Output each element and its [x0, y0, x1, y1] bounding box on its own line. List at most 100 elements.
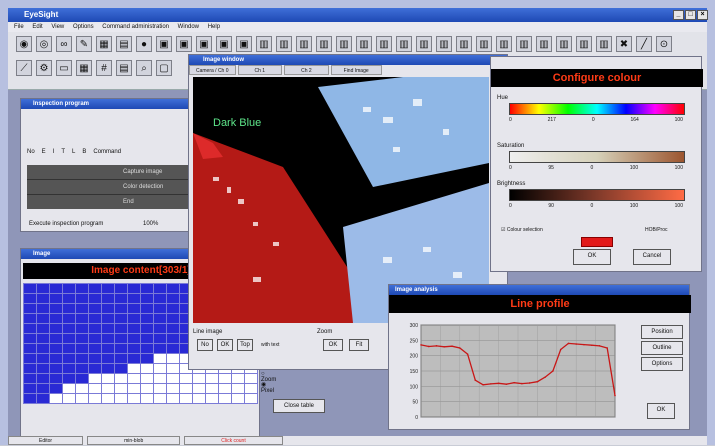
colour-selection-checkbox[interactable]: ☑ Colour selection — [501, 227, 543, 233]
camera-image[interactable]: Dark Blue — [193, 77, 489, 323]
table-row[interactable]: Color detection — [27, 180, 192, 195]
frame-icon[interactable]: ▭ — [56, 60, 72, 76]
camera-icon[interactable]: ◎ — [36, 36, 52, 52]
tool-icon[interactable]: ▥ — [356, 36, 372, 52]
tool-icon[interactable]: ▥ — [516, 36, 532, 52]
scan-icon[interactable]: ▣ — [236, 36, 252, 52]
tool-icon[interactable]: ▥ — [476, 36, 492, 52]
scan-icon[interactable]: ▣ — [156, 36, 172, 52]
tab-ch2[interactable]: Ch 2 — [284, 65, 329, 75]
tool-icon[interactable]: ▥ — [296, 36, 312, 52]
tool-icon[interactable]: ▥ — [556, 36, 572, 52]
gear-icon[interactable]: ⚙ — [36, 60, 52, 76]
camera-icon[interactable]: ◉ — [16, 36, 32, 52]
options-button[interactable]: Options — [641, 357, 683, 371]
record-icon[interactable]: ● — [136, 36, 152, 52]
image-window: Image window Camera / Ch 0 Ch 1 Ch 2 Fin… — [188, 54, 508, 370]
tab-ch1[interactable]: Ch 1 — [237, 65, 283, 75]
menu-edit[interactable]: Edit — [32, 24, 43, 30]
menu-window[interactable]: Window — [177, 24, 200, 30]
y-tick-label: 250 — [410, 338, 419, 344]
tool-icon[interactable]: ▥ — [496, 36, 512, 52]
close-icon[interactable]: × — [697, 10, 708, 20]
table-row[interactable]: End — [123, 199, 134, 205]
wand-icon[interactable]: ⟋ — [16, 60, 32, 76]
status-editor: Editor — [8, 436, 84, 445]
position-button[interactable]: Position — [641, 325, 683, 339]
close-icon[interactable]: ✖ — [616, 36, 632, 52]
image-icon[interactable]: ▦ — [96, 36, 112, 52]
tool-icon[interactable]: ▥ — [436, 36, 452, 52]
table-row[interactable]: Capture image — [27, 165, 192, 180]
ok-button[interactable]: OK — [573, 249, 611, 265]
scan-icon[interactable]: ▣ — [216, 36, 232, 52]
zoom-fit-button[interactable]: Fit — [349, 339, 369, 351]
image-icon[interactable]: ▤ — [116, 36, 132, 52]
tool-icon[interactable]: ▥ — [336, 36, 352, 52]
zoom-icon[interactable]: ⌕ — [136, 60, 152, 76]
hash-icon[interactable]: # — [96, 60, 112, 76]
tool-icon[interactable]: ▥ — [576, 36, 592, 52]
status-bar: Editor min-blob Click count — [8, 436, 707, 445]
image-window-tabs: Camera / Ch 0 Ch 1 Ch 2 Find Image — [189, 65, 509, 75]
scan-icon[interactable]: ▣ — [176, 36, 192, 52]
brightness-label: Brightness — [497, 181, 526, 187]
with-text-label: with text — [261, 342, 280, 348]
outline-button[interactable]: Outline — [641, 341, 683, 355]
configure-colour-title: Configure colour — [491, 69, 703, 87]
menu-command-administration[interactable]: Command administration — [102, 24, 169, 30]
y-tick-label: 50 — [412, 400, 418, 406]
cancel-button[interactable]: Cancel — [633, 249, 671, 265]
hue-max: 100 — [674, 117, 683, 123]
tab-camera[interactable]: Camera / Ch 0 — [189, 65, 236, 75]
line-icon[interactable]: ╱ — [636, 36, 652, 52]
brightness-slider[interactable] — [509, 189, 685, 201]
menu-options[interactable]: Options — [72, 24, 94, 30]
line-top-button[interactable]: Top — [237, 339, 253, 351]
bri-low[interactable]: 90 — [548, 203, 554, 209]
bri-max: 100 — [674, 203, 683, 209]
tab-find-image[interactable]: Find Image — [330, 65, 382, 75]
grid-icon[interactable]: ▦ — [76, 60, 92, 76]
tool-icon[interactable]: ▥ — [376, 36, 392, 52]
program-columns: No E I T L B Command — [27, 149, 191, 161]
sat-low[interactable]: 95 — [548, 165, 554, 171]
hue-low[interactable]: 217 — [547, 117, 556, 123]
analysis-ok-button[interactable]: OK — [647, 403, 675, 419]
saturation-slider[interactable] — [509, 151, 685, 163]
pencil-icon[interactable]: ✎ — [76, 36, 92, 52]
tool-icon[interactable]: ▥ — [456, 36, 472, 52]
bri-high[interactable]: 100 — [629, 203, 639, 209]
tool-icon[interactable]: ▥ — [596, 36, 612, 52]
tool-icon[interactable]: ▥ — [536, 36, 552, 52]
line-ok-button[interactable]: OK — [217, 339, 233, 351]
radio-pixel[interactable]: ◉ Pixel — [261, 382, 275, 394]
status-click-count: Click count — [184, 436, 283, 445]
tool-icon[interactable]: ▥ — [416, 36, 432, 52]
minimize-icon[interactable]: _ — [673, 10, 684, 20]
bri-mid: 0 — [590, 203, 594, 209]
tool-icon[interactable]: ▥ — [316, 36, 332, 52]
scan-icon[interactable]: ▣ — [196, 36, 212, 52]
line-no-button[interactable]: No — [197, 339, 213, 351]
tool-icon[interactable]: ▥ — [256, 36, 272, 52]
menu-help[interactable]: Help — [207, 24, 221, 30]
target-icon[interactable]: ⊙ — [656, 36, 672, 52]
close-table-button[interactable]: Close table — [273, 399, 325, 413]
radio-zoom[interactable]: ○ Zoom — [261, 371, 277, 383]
tool-icon[interactable]: ▥ — [396, 36, 412, 52]
hue-slider[interactable] — [509, 103, 685, 115]
menu-view[interactable]: View — [51, 24, 65, 30]
window-icon[interactable]: ▢ — [156, 60, 172, 76]
sat-high[interactable]: 100 — [629, 165, 639, 171]
maximize-icon[interactable]: □ — [685, 10, 696, 20]
hue-high[interactable]: 164 — [630, 117, 639, 123]
menu-file[interactable]: File — [14, 24, 24, 30]
menu-bar: File Edit View Options Command administr… — [8, 22, 707, 32]
zoom-ok-button[interactable]: OK — [323, 339, 343, 351]
table-icon[interactable]: ▤ — [116, 60, 132, 76]
program-rows: Capture image Color detection End — [27, 165, 192, 209]
program-panel: Inspection program No E I T L B Command … — [20, 98, 192, 232]
tool-icon[interactable]: ▥ — [276, 36, 292, 52]
link-icon[interactable]: ∞ — [56, 36, 72, 52]
